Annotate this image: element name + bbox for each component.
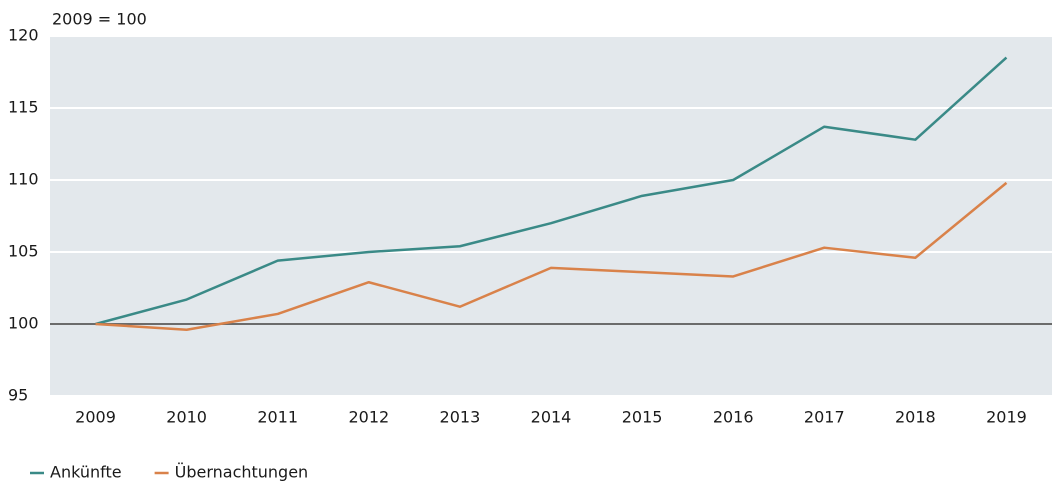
y-tick-label: 95 [8,386,28,405]
chart-subtitle: 2009 = 100 [52,10,147,29]
x-tick-label: 2010 [166,408,207,427]
series-line [95,56,1008,326]
y-tick-label: 105 [8,242,39,261]
legend-label: Übernachtungen [175,463,309,482]
plot-area [50,36,1052,396]
x-tick-label: 2019 [986,408,1027,427]
y-tick-label: 120 [8,26,39,45]
x-tick-label: 2014 [531,408,572,427]
x-tick-label: 2016 [713,408,754,427]
legend-label: Ankünfte [50,463,122,482]
x-tick-label: 2017 [804,408,845,427]
series-line [95,181,1008,332]
x-tick-label: 2012 [348,408,389,427]
x-tick-label: 2015 [622,408,663,427]
y-tick-label: 110 [8,170,39,189]
y-tick-label: 115 [8,98,39,117]
x-tick-label: 2013 [440,408,481,427]
x-tick-label: 2009 [75,408,116,427]
x-tick-label: 2011 [257,408,298,427]
y-tick-label: 100 [8,314,39,333]
x-tick-label: 2018 [895,408,936,427]
